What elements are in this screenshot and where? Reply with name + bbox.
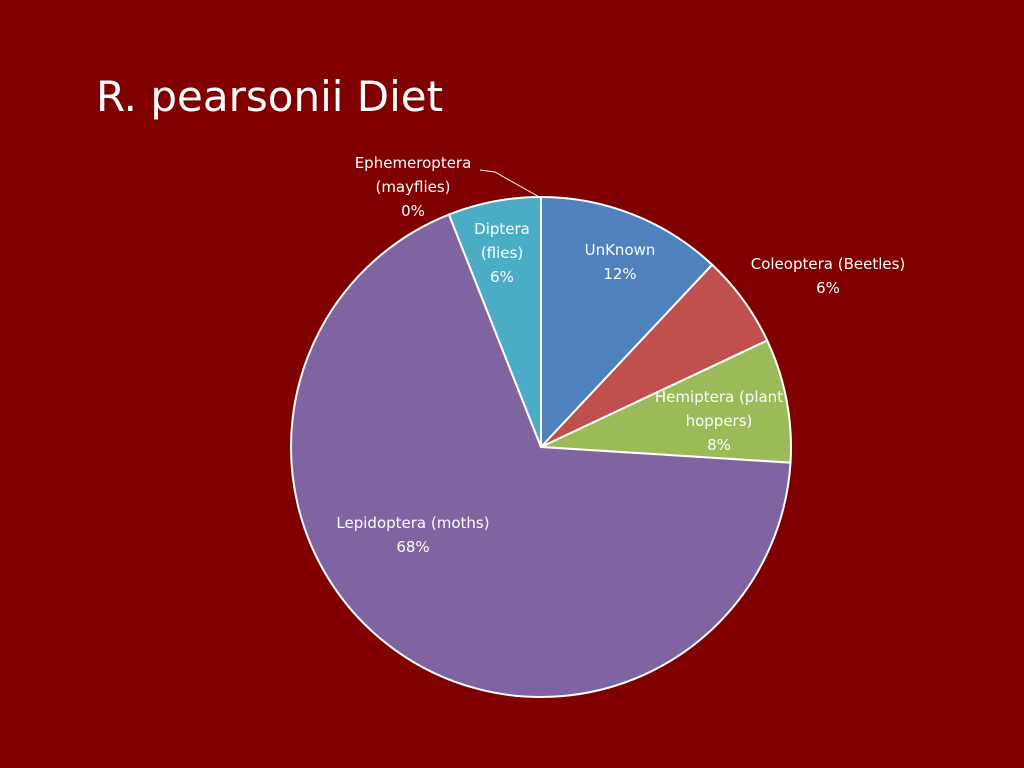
category-label: UnKnown bbox=[584, 241, 656, 259]
data-label: Diptera (flies) 6% bbox=[472, 217, 532, 289]
category-label: Diptera (flies) bbox=[474, 220, 530, 262]
category-label: Coleoptera (Beetles) bbox=[750, 255, 906, 273]
category-label: Lepidoptera (moths) bbox=[336, 514, 490, 532]
value-label: 68% bbox=[396, 538, 430, 556]
value-label: 0% bbox=[401, 202, 425, 220]
data-label: Lepidoptera (moths) 68% bbox=[313, 511, 513, 559]
pie-slice bbox=[540, 339, 792, 464]
leader-line bbox=[479, 169, 542, 199]
data-label: Ephemeroptera (mayflies) 0% bbox=[343, 151, 483, 223]
data-label: UnKnown 12% bbox=[570, 238, 670, 286]
category-label: Ephemeroptera (mayflies) bbox=[354, 154, 472, 196]
data-label: Coleoptera (Beetles) 6% bbox=[728, 252, 928, 300]
chart-title: R. pearsonii Diet bbox=[96, 72, 444, 121]
value-label: 6% bbox=[816, 279, 840, 297]
value-label: 8% bbox=[707, 436, 731, 454]
pie-slice bbox=[540, 195, 714, 450]
value-label: 12% bbox=[603, 265, 637, 283]
value-label: 6% bbox=[490, 268, 514, 286]
category-label: Hemiptera (plant hoppers) bbox=[654, 388, 784, 430]
pie-slice bbox=[290, 213, 792, 698]
data-label: Hemiptera (plant hoppers) 8% bbox=[634, 385, 804, 457]
